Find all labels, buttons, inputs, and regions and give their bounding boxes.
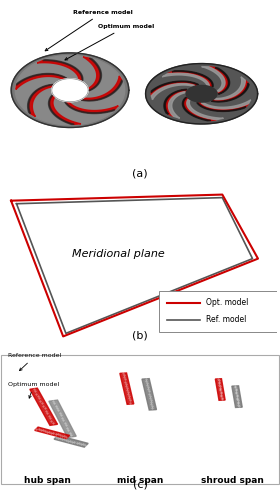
Polygon shape <box>209 67 228 94</box>
Polygon shape <box>120 373 134 404</box>
Text: (a): (a) <box>132 169 148 179</box>
Polygon shape <box>65 102 115 114</box>
Text: (b): (b) <box>132 331 148 341</box>
Text: hub span: hub span <box>24 476 71 484</box>
Polygon shape <box>146 64 258 124</box>
Text: Meridional plane: Meridional plane <box>72 249 164 259</box>
Polygon shape <box>50 96 81 124</box>
Polygon shape <box>89 58 101 91</box>
Text: Optimum model: Optimum model <box>8 382 60 398</box>
Polygon shape <box>142 378 157 410</box>
Polygon shape <box>198 102 248 110</box>
Polygon shape <box>172 70 213 87</box>
Polygon shape <box>183 98 216 120</box>
Polygon shape <box>43 60 83 81</box>
Polygon shape <box>30 388 57 426</box>
Polygon shape <box>232 386 242 407</box>
Polygon shape <box>215 378 225 400</box>
Polygon shape <box>28 84 53 114</box>
Polygon shape <box>16 74 66 90</box>
FancyBboxPatch shape <box>159 290 277 332</box>
Text: Optimum model: Optimum model <box>65 24 154 60</box>
Polygon shape <box>164 90 187 114</box>
Polygon shape <box>37 60 82 80</box>
Text: Reference model: Reference model <box>45 10 132 51</box>
Polygon shape <box>187 100 223 119</box>
Polygon shape <box>82 76 122 100</box>
Polygon shape <box>11 53 129 128</box>
Polygon shape <box>29 85 53 116</box>
Polygon shape <box>54 436 88 447</box>
Polygon shape <box>83 57 100 90</box>
Polygon shape <box>201 100 251 109</box>
Polygon shape <box>214 77 245 100</box>
Polygon shape <box>212 80 248 102</box>
Text: Ref. model: Ref. model <box>206 315 246 324</box>
Text: Opt. model: Opt. model <box>206 298 248 308</box>
Polygon shape <box>151 82 198 96</box>
Polygon shape <box>15 56 125 125</box>
Polygon shape <box>13 54 127 127</box>
Text: Reference model: Reference model <box>8 354 62 370</box>
Polygon shape <box>197 102 246 112</box>
Polygon shape <box>162 73 209 86</box>
Polygon shape <box>202 66 225 92</box>
Polygon shape <box>167 72 212 86</box>
Text: mid span: mid span <box>117 476 163 484</box>
Polygon shape <box>151 84 195 100</box>
Polygon shape <box>182 97 211 120</box>
Polygon shape <box>168 92 185 118</box>
Polygon shape <box>81 80 122 101</box>
Polygon shape <box>48 95 74 124</box>
Polygon shape <box>35 427 69 438</box>
Polygon shape <box>165 90 186 116</box>
Polygon shape <box>215 68 230 94</box>
Polygon shape <box>151 81 199 92</box>
Text: shroud span: shroud span <box>201 476 264 484</box>
Polygon shape <box>17 74 67 85</box>
Polygon shape <box>49 400 76 438</box>
Polygon shape <box>66 102 118 113</box>
Polygon shape <box>211 83 249 102</box>
Polygon shape <box>186 86 217 102</box>
Text: (c): (c) <box>132 480 148 490</box>
Polygon shape <box>52 78 88 102</box>
